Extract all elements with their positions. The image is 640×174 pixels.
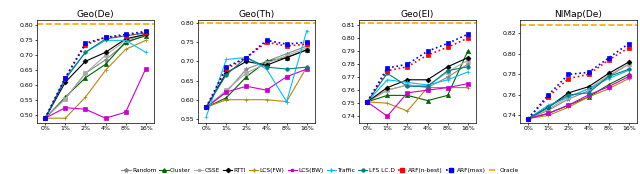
- Title: Geo(De): Geo(De): [77, 10, 115, 19]
- Title: Geo(Th): Geo(Th): [238, 10, 275, 19]
- Legend: Random, Cluster, CSSE, RTTl, LCS(FW), LCS(BW), Traffic, LFS LC.D, ARF(n-best), A: Random, Cluster, CSSE, RTTl, LCS(FW), LC…: [121, 168, 519, 173]
- Title: Geo(El): Geo(El): [401, 10, 434, 19]
- Title: NlMap(De): NlMap(De): [554, 10, 602, 19]
